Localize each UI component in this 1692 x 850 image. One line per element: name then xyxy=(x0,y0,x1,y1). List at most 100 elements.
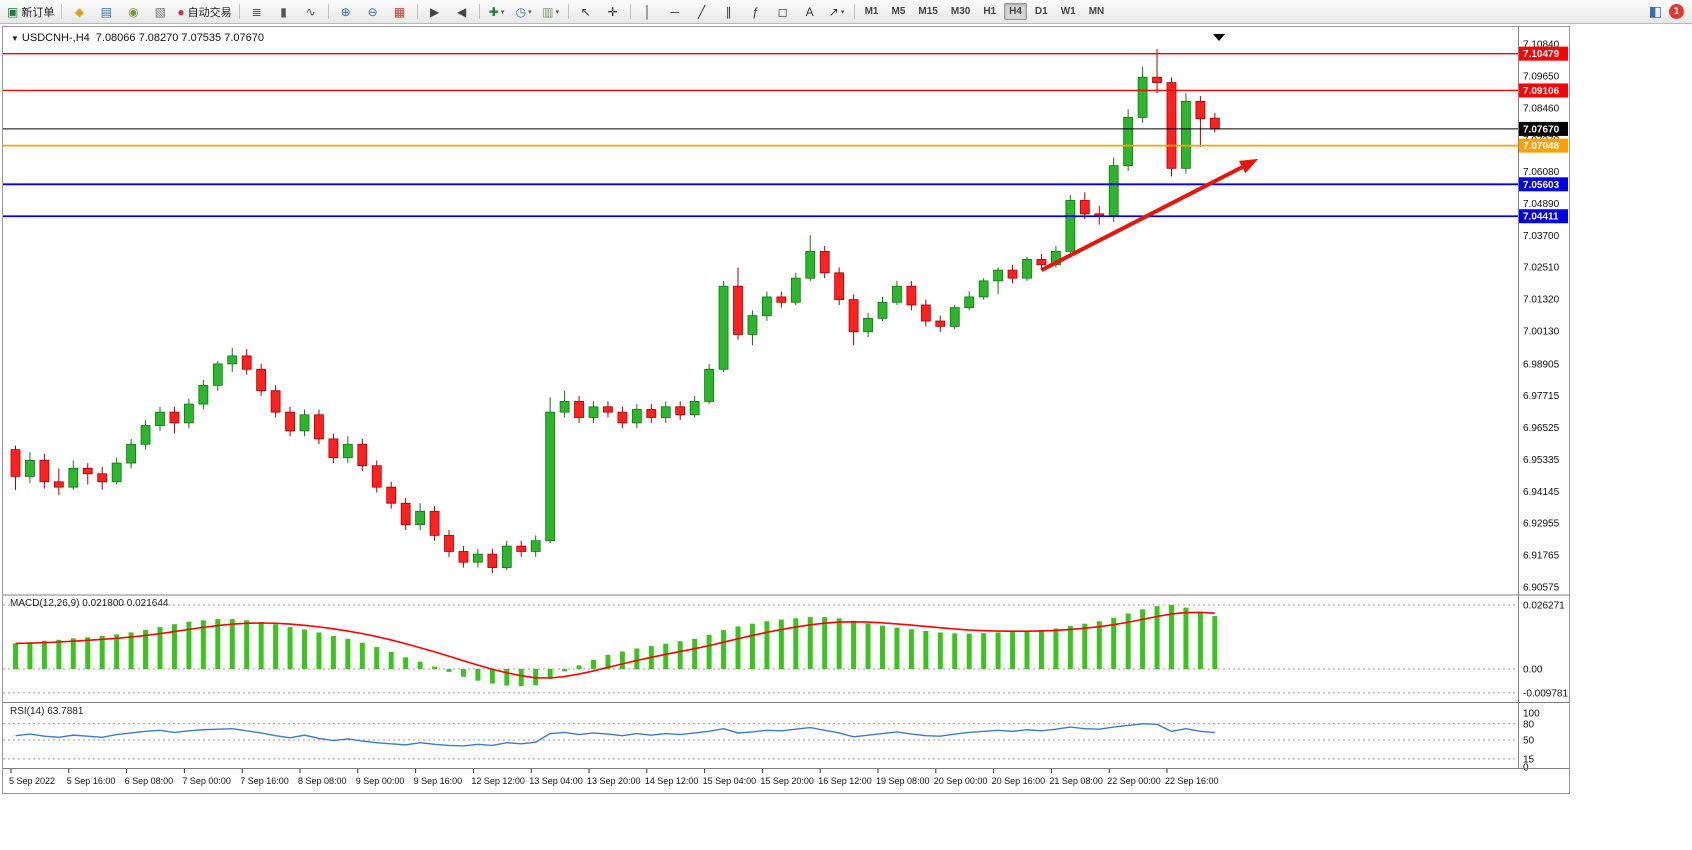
shapes-tool-icon: ◻ xyxy=(777,4,788,19)
chart-canvas[interactable]: 7.108407.096507.084607.072707.060807.048… xyxy=(3,27,1569,791)
cursor-tool-button[interactable]: ↖ xyxy=(573,1,599,23)
timeframe-button-H4[interactable]: H4 xyxy=(1004,3,1027,20)
candle-body xyxy=(53,481,64,488)
macd-histogram-bar xyxy=(13,643,18,669)
terminal-button[interactable]: ▧ xyxy=(147,1,173,23)
time-axis-label: 13 Sep 20:00 xyxy=(587,776,641,786)
candle-body xyxy=(949,307,960,327)
macd-histogram-bar xyxy=(41,640,47,669)
vertical-line-tool-button[interactable]: │ xyxy=(635,1,661,23)
toolbar-separator xyxy=(416,4,418,19)
macd-level-label: 0.026271 xyxy=(1523,601,1565,612)
timeframe-button-M5[interactable]: M5 xyxy=(891,6,906,17)
time-axis-label: 5 Sep 2022 xyxy=(9,776,55,786)
macd-histogram-bar xyxy=(908,629,914,669)
arrows-tool-button[interactable]: ↗ ▾ xyxy=(824,1,850,23)
community-icon[interactable]: ◧ xyxy=(1648,3,1662,19)
templates-button-dropdown-arrow[interactable]: ▾ xyxy=(555,8,560,16)
candle-body xyxy=(920,304,931,322)
time-axis-label: 14 Sep 12:00 xyxy=(645,776,699,786)
indicators-button[interactable]: ✚ ▾ xyxy=(484,1,510,23)
notification-badge[interactable]: 1 xyxy=(1669,3,1684,19)
arrows-tool-button-dropdown-arrow[interactable]: ▾ xyxy=(840,8,845,16)
macd-histogram-bar xyxy=(200,620,206,669)
horizontal-line-tool-icon: ─ xyxy=(670,4,679,19)
toolbar-separator xyxy=(567,4,569,19)
timeframe-button-H1[interactable]: H1 xyxy=(983,6,997,17)
timeframe-button-M15[interactable]: M15 xyxy=(918,6,938,17)
trendline-tool-button[interactable]: ╱ xyxy=(689,1,715,23)
bid-price-line-price-tag xyxy=(1519,121,1568,136)
candle-body xyxy=(733,285,743,335)
bar-chart-button[interactable]: ≣ xyxy=(244,1,270,23)
fibonacci-tool-button[interactable]: ƒ xyxy=(743,1,769,23)
macd-histogram-bar xyxy=(374,647,380,669)
zoom-out-button[interactable]: ⊖ xyxy=(360,1,386,23)
candle-body xyxy=(1195,100,1206,120)
candle-body xyxy=(964,296,975,309)
candle-body xyxy=(487,553,498,568)
line-chart-button[interactable]: ∿ xyxy=(298,1,324,23)
crosshair-tool-button[interactable]: ✛ xyxy=(600,1,626,23)
price-tick-label: 7.04890 xyxy=(1523,199,1560,210)
templates-button[interactable]: ▥ ▾ xyxy=(538,1,564,23)
timeframe-button-MN[interactable]: MN xyxy=(1088,6,1105,17)
macd-histogram-bar xyxy=(937,632,943,669)
time-axis-label: 9 Sep 00:00 xyxy=(356,776,405,786)
periods-button-dropdown-arrow[interactable]: ▾ xyxy=(528,8,532,16)
macd-histogram-bar xyxy=(1197,611,1203,669)
zoom-in-button[interactable]: ⊕ xyxy=(333,1,359,23)
candlestick-chart-button[interactable]: ▮ xyxy=(271,1,297,23)
macd-histogram-bar xyxy=(244,620,250,669)
macd-histogram-bar xyxy=(56,639,62,669)
timeframe-button-M1[interactable]: M1 xyxy=(864,6,879,17)
candle-body xyxy=(400,502,411,526)
timeframe-button-W1[interactable]: W1 xyxy=(1060,6,1076,17)
new-order-button[interactable]: ▣ 新订单 xyxy=(4,1,57,23)
data-window-button[interactable]: ▤ xyxy=(93,1,119,23)
chart-window: 7.108407.096507.084607.072707.060807.048… xyxy=(2,26,1570,794)
navigator-icon: ◉ xyxy=(128,4,139,19)
horizontal-line-tool-button[interactable]: ─ xyxy=(662,1,688,23)
tile-windows-button[interactable]: ▦ xyxy=(387,1,413,23)
chart-collapse-icon[interactable]: ▼ xyxy=(11,34,19,43)
chart-shift-marker[interactable] xyxy=(1213,34,1225,41)
candle-body xyxy=(429,510,440,536)
macd-histogram-bar xyxy=(576,665,582,669)
macd-histogram-bar xyxy=(1024,630,1030,669)
periods-button[interactable]: ◷ ▾ xyxy=(511,1,537,23)
macd-histogram-bar xyxy=(1038,630,1044,669)
chart-shift-button[interactable]: ◀ xyxy=(449,1,475,23)
timeframe-button-M30[interactable]: M30 xyxy=(950,6,971,17)
macd-histogram-bar xyxy=(851,620,857,669)
navigator-button[interactable]: ◉ xyxy=(120,1,146,23)
indicators-button-dropdown-arrow[interactable]: ▾ xyxy=(500,8,505,16)
trend-arrow-head[interactable] xyxy=(1238,158,1259,174)
time-axis-label: 6 Sep 08:00 xyxy=(125,776,174,786)
price-tick-label: 7.03700 xyxy=(1523,231,1560,242)
macd-histogram-bar xyxy=(1154,606,1160,669)
macd-histogram-bar xyxy=(1082,623,1088,669)
trend-arrow-line[interactable] xyxy=(1040,165,1244,272)
macd-histogram-bar xyxy=(460,669,466,677)
price-tick-label: 6.90575 xyxy=(1523,582,1560,593)
candle-body xyxy=(617,411,628,424)
candle-body xyxy=(935,320,946,327)
macd-histogram-bar xyxy=(764,621,770,669)
candle-body xyxy=(1166,82,1177,169)
market-watch-button[interactable]: ◆ xyxy=(66,1,92,23)
timeframe-button-D1[interactable]: D1 xyxy=(1034,6,1048,17)
candle-body xyxy=(906,285,917,306)
support-line-upper-price-tag xyxy=(1519,177,1568,192)
channel-tool-button[interactable]: ∥ xyxy=(716,1,742,23)
auto-scroll-button[interactable]: ▶ xyxy=(422,1,448,23)
macd-histogram-bar xyxy=(345,638,351,669)
macd-histogram-bar xyxy=(489,669,495,684)
macd-histogram-bar xyxy=(417,661,423,669)
text-tool-button[interactable]: A xyxy=(797,1,823,23)
macd-histogram-bar xyxy=(1053,628,1059,669)
autotrading-button[interactable]: ● 自动交易 xyxy=(174,1,234,23)
macd-histogram-bar xyxy=(547,669,553,679)
candle-body xyxy=(805,250,816,279)
shapes-tool-button[interactable]: ◻ xyxy=(770,1,796,23)
